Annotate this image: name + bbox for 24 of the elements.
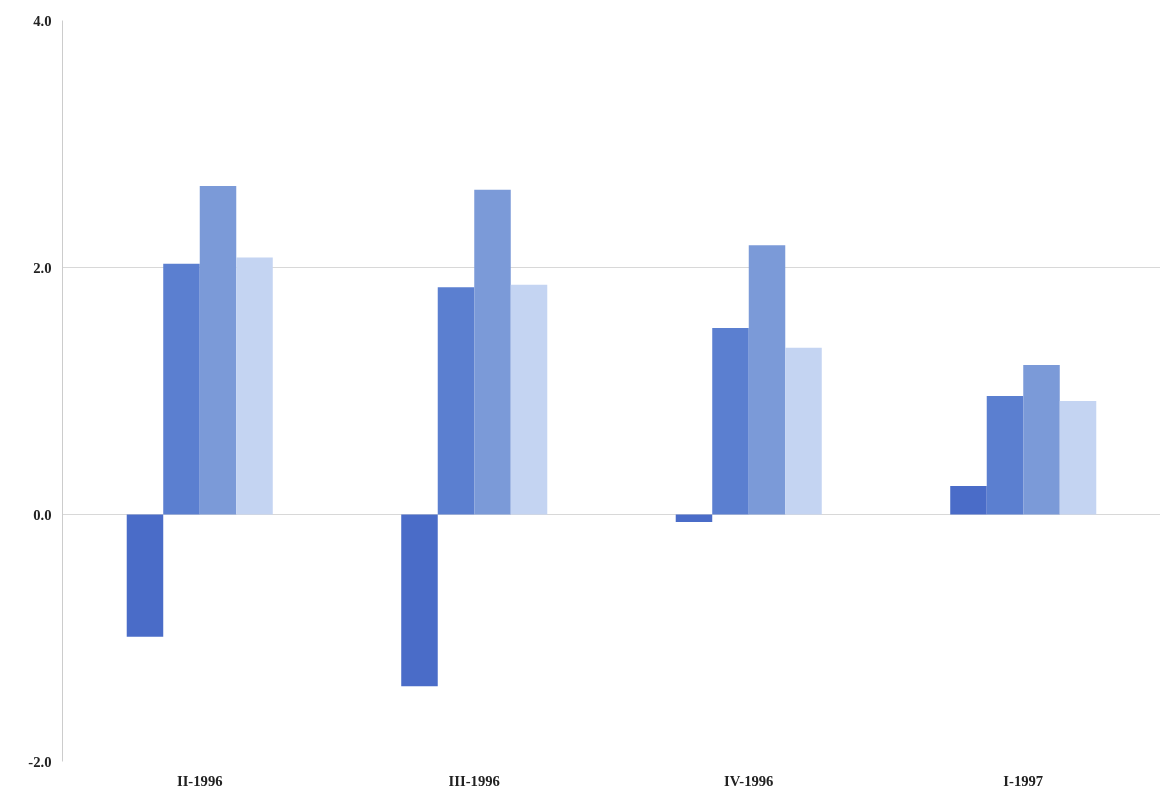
x-tick-label: I-1997 bbox=[1003, 772, 1044, 789]
x-tick-label: III-1996 bbox=[448, 772, 500, 789]
bar bbox=[986, 395, 1024, 515]
bar bbox=[1023, 365, 1060, 515]
bar bbox=[126, 514, 164, 637]
y-tick-label: 4.0 bbox=[33, 12, 52, 29]
bar bbox=[785, 347, 822, 515]
y-tick-label: 2.0 bbox=[33, 259, 52, 276]
bar bbox=[401, 514, 438, 687]
bar bbox=[163, 263, 200, 515]
bar bbox=[675, 514, 713, 522]
bar bbox=[1059, 400, 1097, 515]
bar bbox=[950, 486, 987, 515]
bar bbox=[199, 185, 237, 515]
y-tick-label: 0.0 bbox=[33, 506, 52, 523]
bar bbox=[712, 328, 749, 515]
bar bbox=[748, 245, 786, 515]
y-tick-label: -2.0 bbox=[28, 753, 52, 770]
bar bbox=[236, 257, 273, 515]
x-tick-label: II-1996 bbox=[176, 772, 223, 789]
bar bbox=[437, 287, 475, 515]
bar bbox=[510, 284, 548, 515]
x-tick-label: IV-1996 bbox=[724, 772, 774, 789]
bar bbox=[474, 189, 511, 515]
